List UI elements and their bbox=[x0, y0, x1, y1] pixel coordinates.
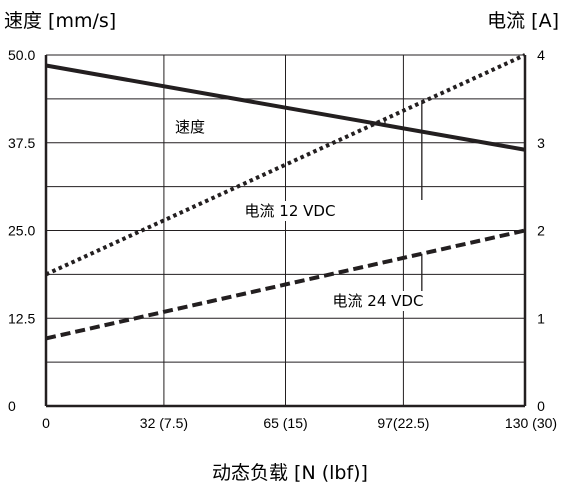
y-axis-right-title: 电流 [A] bbox=[487, 10, 559, 32]
x-tick-label: 65 (15) bbox=[263, 415, 307, 431]
x-tick-label: 32 (7.5) bbox=[140, 415, 188, 431]
series-label-background bbox=[241, 201, 339, 221]
series-label-background bbox=[329, 291, 427, 311]
y-left-tick-label: 50.0 bbox=[8, 47, 35, 63]
series-label: 电流 12 VDC bbox=[245, 202, 336, 220]
y-left-tick-label: 37.5 bbox=[8, 135, 35, 151]
y-right-tick-label: 3 bbox=[537, 135, 545, 151]
series-label: 速度 bbox=[175, 118, 205, 136]
x-tick-label: 0 bbox=[42, 415, 50, 431]
x-tick-label: 97(22.5) bbox=[377, 415, 429, 431]
series-lines bbox=[45, 53, 526, 341]
plot-frame bbox=[44, 54, 527, 408]
y-left-tick-label: 12.5 bbox=[8, 310, 35, 326]
y-right-tick-label: 2 bbox=[537, 223, 545, 239]
x-axis-title: 动态负载 [N (lbf)] bbox=[212, 462, 368, 484]
series-line-dashed bbox=[45, 228, 526, 341]
series-label-background bbox=[171, 117, 209, 137]
tick-labels: 0 12.5 25.0 37.5 50.0 0 1 2 3 4 0 32 (7.5) 65 (15) 97… bbox=[8, 47, 557, 431]
y-right-tick-label: 1 bbox=[537, 310, 545, 326]
y-left-tick-label: 0 bbox=[8, 398, 16, 414]
x-tick-label: 130 (30) bbox=[505, 415, 557, 431]
y-axis-left-title: 速度 [mm/s] bbox=[4, 10, 116, 32]
y-right-tick-label: 4 bbox=[537, 47, 545, 63]
series-label: 电流 24 VDC bbox=[333, 292, 424, 310]
y-left-tick-label: 25.0 bbox=[8, 223, 35, 239]
series-line-solid bbox=[45, 63, 526, 152]
y-right-tick-label: 0 bbox=[537, 398, 545, 414]
